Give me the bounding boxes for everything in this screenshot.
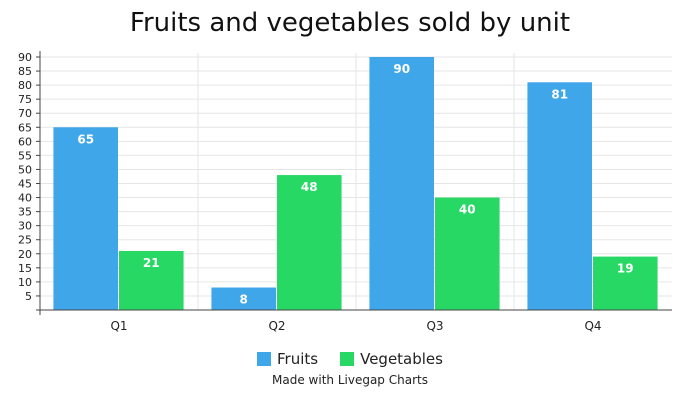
y-tick-label: 25 (18, 234, 32, 247)
y-tick-label: 35 (18, 206, 32, 219)
data-label: 19 (617, 262, 634, 276)
y-tick-label: 75 (18, 93, 32, 106)
x-tick-label: Q1 (110, 319, 127, 333)
y-tick-label: 50 (18, 163, 32, 176)
y-tick-label: 10 (18, 276, 32, 289)
legend-label-fruits: Fruits (277, 350, 319, 368)
legend: Fruits Vegetables (0, 350, 700, 368)
data-label: 48 (301, 180, 318, 194)
legend-swatch-vegetables (340, 352, 355, 366)
bar-fruits-q2 (211, 287, 276, 310)
x-tick-label: Q2 (268, 319, 285, 333)
x-tick-label: Q3 (426, 319, 443, 333)
bar-vegetables-q3 (435, 197, 500, 310)
y-tick-label: 60 (18, 135, 32, 148)
bars: 65 21 8 48 90 40 81 19 (53, 57, 658, 311)
bar-vegetables-q2 (277, 175, 342, 310)
y-tick-label: 40 (18, 192, 32, 205)
bar-vegetables-q4 (593, 256, 658, 310)
bar-fruits-q1 (53, 127, 118, 311)
y-tick-label: 55 (18, 149, 32, 162)
y-tick-label: 70 (18, 107, 32, 120)
data-label: 8 (240, 293, 248, 307)
x-tick-label: Q4 (584, 319, 601, 333)
data-label: 21 (143, 256, 160, 270)
legend-item-fruits[interactable]: Fruits (257, 350, 318, 368)
bar-vegetables-q1 (119, 250, 184, 310)
bar-fruits-q3 (369, 57, 434, 310)
data-label: 65 (77, 132, 94, 146)
chart-title: Fruits and vegetables sold by unit (129, 8, 571, 38)
legend-swatch-fruits (257, 352, 272, 366)
legend-label-vegetables: Vegetables (360, 350, 443, 368)
y-tick-label: 5 (25, 290, 32, 303)
legend-item-vegetables[interactable]: Vegetables (340, 350, 443, 368)
data-label: 90 (393, 62, 410, 76)
data-label: 40 (459, 203, 476, 217)
y-tick-label: 45 (18, 178, 32, 191)
y-tick-label: 90 (18, 51, 32, 64)
credit-text: Made with Livegap Charts (272, 373, 428, 387)
y-tick-label: 80 (18, 79, 32, 92)
bar-fruits-q4 (527, 82, 592, 310)
y-tick-label: 15 (18, 262, 32, 275)
y-tick-label: 65 (18, 121, 32, 134)
y-tick-label: 85 (18, 65, 32, 78)
y-tick-label: 30 (18, 220, 32, 233)
data-label: 81 (551, 87, 568, 101)
y-tick-label: 20 (18, 248, 32, 261)
